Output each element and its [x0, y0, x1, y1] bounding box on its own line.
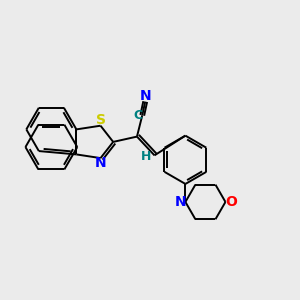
- Text: N: N: [140, 89, 152, 103]
- Text: N: N: [174, 195, 186, 209]
- Text: C: C: [133, 109, 142, 122]
- Text: O: O: [225, 195, 237, 209]
- Text: S: S: [95, 113, 106, 128]
- Text: H: H: [141, 150, 152, 163]
- Text: N: N: [95, 156, 106, 170]
